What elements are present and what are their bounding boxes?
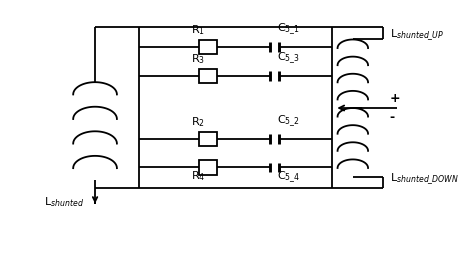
- Text: R$_3$: R$_3$: [191, 52, 205, 66]
- Text: C$_{5\_2}$: C$_{5\_2}$: [277, 114, 300, 129]
- Text: L$_{shunted\_DOWN}$: L$_{shunted\_DOWN}$: [390, 171, 459, 187]
- Text: C$_{5\_3}$: C$_{5\_3}$: [277, 50, 300, 66]
- Text: L$_{shunted}$: L$_{shunted}$: [45, 196, 84, 209]
- Text: -: -: [390, 110, 395, 124]
- Text: L$_{shunted\_UP}$: L$_{shunted\_UP}$: [390, 28, 444, 43]
- Bar: [199, 160, 217, 175]
- Text: R$_4$: R$_4$: [191, 169, 205, 183]
- Bar: [199, 132, 217, 146]
- Text: R$_1$: R$_1$: [191, 24, 205, 37]
- Text: C$_{5\_1}$: C$_{5\_1}$: [277, 22, 300, 37]
- Bar: [199, 69, 217, 83]
- Text: R$_2$: R$_2$: [191, 115, 205, 129]
- Text: C$_{5\_4}$: C$_{5\_4}$: [277, 169, 300, 185]
- Text: +: +: [390, 93, 400, 106]
- Bar: [199, 40, 217, 54]
